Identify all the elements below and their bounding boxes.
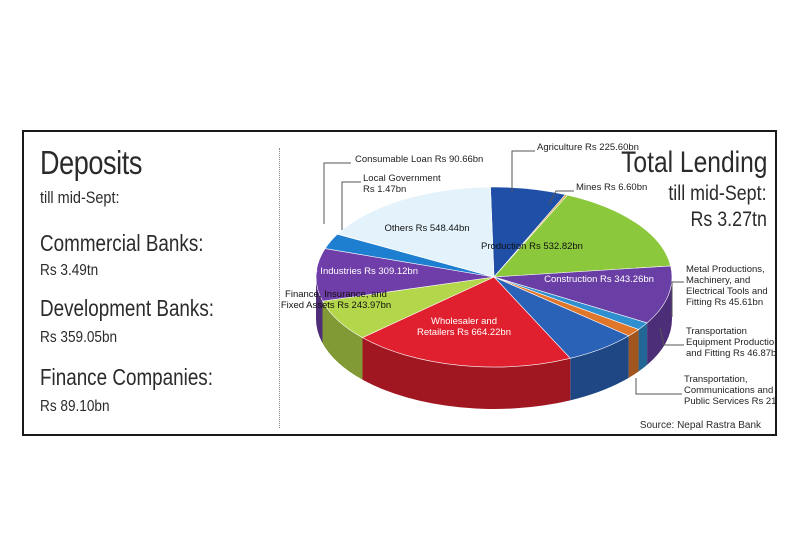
pie-top	[315, 186, 673, 368]
leader-line-1	[341, 181, 361, 230]
pie-label-5: Transportation Equipment Production and Fi…	[686, 326, 775, 359]
lending-total: Rs 3.27tn	[690, 208, 767, 231]
pie-label-8: Finance, Insurance, and Fixed Assets Rs 2…	[281, 289, 391, 311]
deposit-value-development: Rs 359.05bn	[40, 329, 118, 346]
pie-sides	[316, 277, 672, 409]
deposits-title: Deposits	[40, 144, 143, 181]
lending-pie-chart: Production Rs 532.82bn Construction Rs 34…	[281, 142, 775, 409]
pie-label-3: Construction Rs 343.26bn	[544, 274, 654, 285]
leader-line-5	[659, 327, 684, 346]
pie-slice-2	[493, 194, 672, 278]
pie-slice-12	[337, 186, 495, 278]
leader-lines	[323, 150, 684, 395]
lending-subtitle: till mid-Sept:	[668, 182, 767, 205]
pie-label-12: Others Rs 548.44bn	[384, 223, 469, 234]
pie-side-3	[647, 277, 672, 365]
infographic-frame: Deposits till mid-Sept: Commercial Banks…	[22, 130, 777, 436]
pie-slice-3	[493, 265, 673, 324]
pie-label-2: Production Rs 532.82bn	[481, 241, 583, 252]
deposit-label-development: Development Banks:	[40, 295, 215, 321]
pie-slice-7	[361, 276, 571, 368]
deposit-value-finance: Rs 89.10bn	[40, 398, 110, 415]
pie-label-0: Agriculture Rs 225.60bn	[537, 142, 639, 153]
pie-label-7: Wholesaler and Retailers Rs 664.22bn	[417, 316, 511, 338]
pie-side-4	[638, 322, 648, 372]
pie-label-6: Transportation, Communications and Public …	[684, 374, 775, 407]
pie-side-9	[316, 277, 323, 344]
pie-side-7	[362, 337, 571, 409]
pie-side-6	[570, 335, 629, 401]
pie-side-8	[322, 301, 363, 380]
pie-label-10: Consumable Loan Rs 90.66bn	[355, 154, 483, 165]
pie-label-4: Metal Productions, Machinery, and Electric…	[686, 264, 768, 308]
leader-line-2	[511, 150, 535, 192]
lending-title: Total Lending	[620, 146, 767, 179]
pie-label-1: Mines Rs 6.60bn	[576, 182, 647, 193]
pie-label-9: Service Industries Rs 309.12bn	[286, 266, 418, 277]
section-divider	[279, 148, 280, 428]
pie-side-5	[628, 329, 639, 378]
deposits-subtitle: till mid-Sept:	[40, 188, 120, 207]
leader-line-0	[323, 162, 351, 224]
leader-line-4	[671, 281, 684, 317]
deposit-label-finance: Finance Companies:	[40, 364, 213, 390]
leader-line-3	[548, 190, 574, 205]
deposit-value-commercial: Rs 3.49tn	[40, 262, 99, 279]
pie-label-11: Local Government Rs 1.47bn	[363, 173, 441, 195]
pie-slice-9	[315, 248, 495, 302]
deposit-label-commercial: Commercial Banks:	[40, 230, 204, 256]
source-note: Source: Nepal Rastra Bank	[639, 420, 761, 431]
leader-line-6	[635, 378, 682, 395]
